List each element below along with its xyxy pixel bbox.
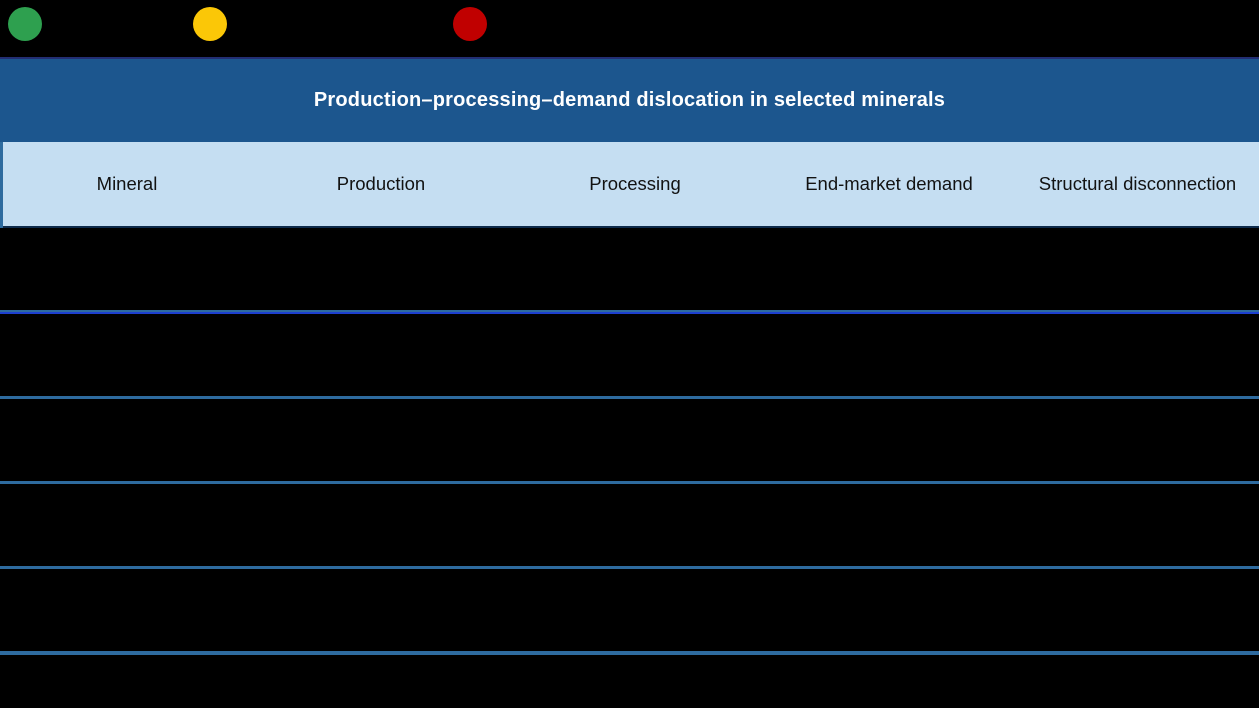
row-separator xyxy=(0,396,1259,399)
column-header-end-market-demand: End-market demand xyxy=(805,173,973,194)
table-row xyxy=(0,399,1259,481)
column-header-mineral: Mineral xyxy=(96,173,158,194)
legend-green-dot-icon xyxy=(8,7,42,41)
row-separator xyxy=(0,481,1259,484)
table-body xyxy=(0,228,1259,655)
footer-band xyxy=(0,655,1259,708)
column-header-processing: Processing xyxy=(589,173,681,194)
column-header-production: Production xyxy=(336,173,426,194)
table-row xyxy=(0,484,1259,566)
table-row xyxy=(0,228,1259,310)
row-separator xyxy=(0,566,1259,569)
row-separator xyxy=(0,310,1259,314)
table-row xyxy=(0,314,1259,396)
figure-title-bar: Production–processing–demand dislocation… xyxy=(0,57,1259,142)
table-bottom-border xyxy=(0,651,1259,655)
legend-red-dot-icon xyxy=(453,7,487,41)
legend-yellow-dot-icon xyxy=(193,7,227,41)
figure-title: Production–processing–demand dislocation… xyxy=(313,89,946,111)
column-header-structural-disconnection: Structural disconnection xyxy=(1038,173,1237,194)
table-row xyxy=(0,569,1259,651)
legend xyxy=(0,0,1259,57)
table-header-row: Mineral Production Processing End-market… xyxy=(0,142,1259,228)
